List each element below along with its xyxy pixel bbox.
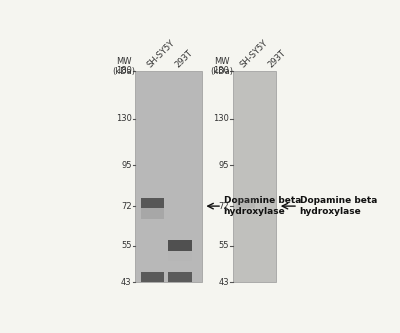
Text: 43: 43 — [121, 278, 132, 287]
FancyBboxPatch shape — [140, 198, 164, 208]
Text: 95: 95 — [219, 161, 229, 169]
Text: 55: 55 — [121, 241, 132, 250]
FancyBboxPatch shape — [236, 198, 254, 208]
Text: MW
(kDa): MW (kDa) — [112, 57, 135, 76]
Text: 130: 130 — [116, 114, 132, 123]
Text: Dopamine beta
hydroxylase: Dopamine beta hydroxylase — [224, 196, 301, 216]
FancyBboxPatch shape — [140, 272, 164, 282]
FancyBboxPatch shape — [168, 272, 192, 282]
Text: 293T: 293T — [174, 48, 195, 70]
FancyBboxPatch shape — [233, 71, 276, 282]
Text: 43: 43 — [218, 278, 229, 287]
Text: 72: 72 — [121, 201, 132, 210]
Text: SH-SY5Y: SH-SY5Y — [239, 38, 270, 70]
FancyBboxPatch shape — [168, 240, 192, 250]
Text: 95: 95 — [121, 161, 132, 169]
Text: 72: 72 — [218, 201, 229, 210]
FancyBboxPatch shape — [140, 208, 164, 219]
Text: 130: 130 — [213, 114, 229, 123]
Text: 180: 180 — [116, 66, 132, 75]
Text: SH-SY5Y: SH-SY5Y — [146, 38, 177, 70]
Text: Dopamine beta
hydroxylase: Dopamine beta hydroxylase — [300, 196, 377, 216]
Text: MW
(kDa): MW (kDa) — [210, 57, 233, 76]
FancyBboxPatch shape — [135, 71, 202, 282]
Text: 180: 180 — [213, 66, 229, 75]
Text: 55: 55 — [219, 241, 229, 250]
Text: 293T: 293T — [267, 48, 288, 70]
